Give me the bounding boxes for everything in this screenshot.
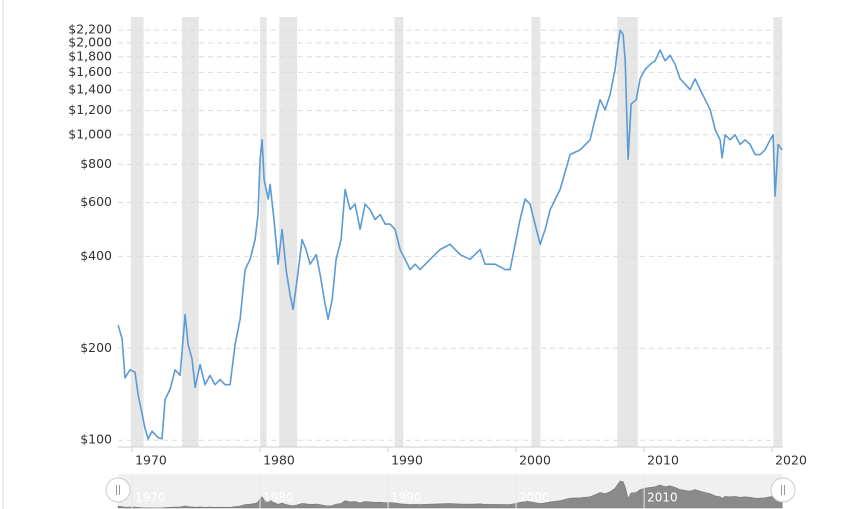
navigator-label: 2000	[519, 491, 550, 505]
navigator[interactable]: 1970 1980 1990 2000 2010	[105, 474, 796, 509]
x-tick-label: 1970	[135, 453, 167, 468]
y-tick-label: $1,400	[68, 82, 112, 97]
x-tick-label: 2010	[647, 453, 679, 468]
recession-band	[531, 17, 541, 447]
navigator-label: 1980	[263, 491, 294, 505]
recession-band	[394, 17, 404, 447]
y-tick-label: $2,000	[68, 34, 112, 49]
x-tick-label: 2000	[519, 453, 551, 468]
navigator-label: 1970	[135, 491, 166, 505]
y-tick-label: $600	[80, 194, 112, 209]
y-tick-label: $800	[80, 156, 112, 171]
plot	[117, 29, 783, 440]
x-tick-label: 1990	[391, 453, 423, 468]
y-tick-label: $1,000	[68, 126, 112, 141]
recession-band	[260, 17, 267, 447]
y-tick-label: $100	[80, 432, 112, 447]
recession-band	[279, 17, 298, 447]
navigator-label: 2010	[647, 491, 678, 505]
navigator-handle-left[interactable]	[105, 477, 131, 503]
recession-band	[182, 17, 199, 447]
price-line	[117, 29, 783, 440]
y-tick-label: $2,200	[68, 22, 112, 37]
x-tick-label: 2020	[775, 453, 807, 468]
y-tick-label: $200	[80, 340, 112, 355]
recession-band	[617, 17, 638, 447]
grid: $100 $200 $400 $600 $800 $1,000 $1,200 $1,400 $1…	[68, 22, 807, 468]
x-tick-label: 1980	[263, 453, 295, 468]
navigator-handle-right[interactable]	[770, 477, 796, 503]
recession-band	[773, 17, 783, 447]
y-tick-label: $1,800	[68, 48, 112, 63]
navigator-area	[117, 480, 783, 509]
recession-bands	[130, 17, 783, 447]
y-tick-label: $1,600	[68, 64, 112, 79]
recession-band	[130, 17, 144, 447]
y-tick-label: $1,200	[68, 102, 112, 117]
y-tick-label: $400	[80, 248, 112, 263]
navigator-label: 1990	[391, 491, 422, 505]
